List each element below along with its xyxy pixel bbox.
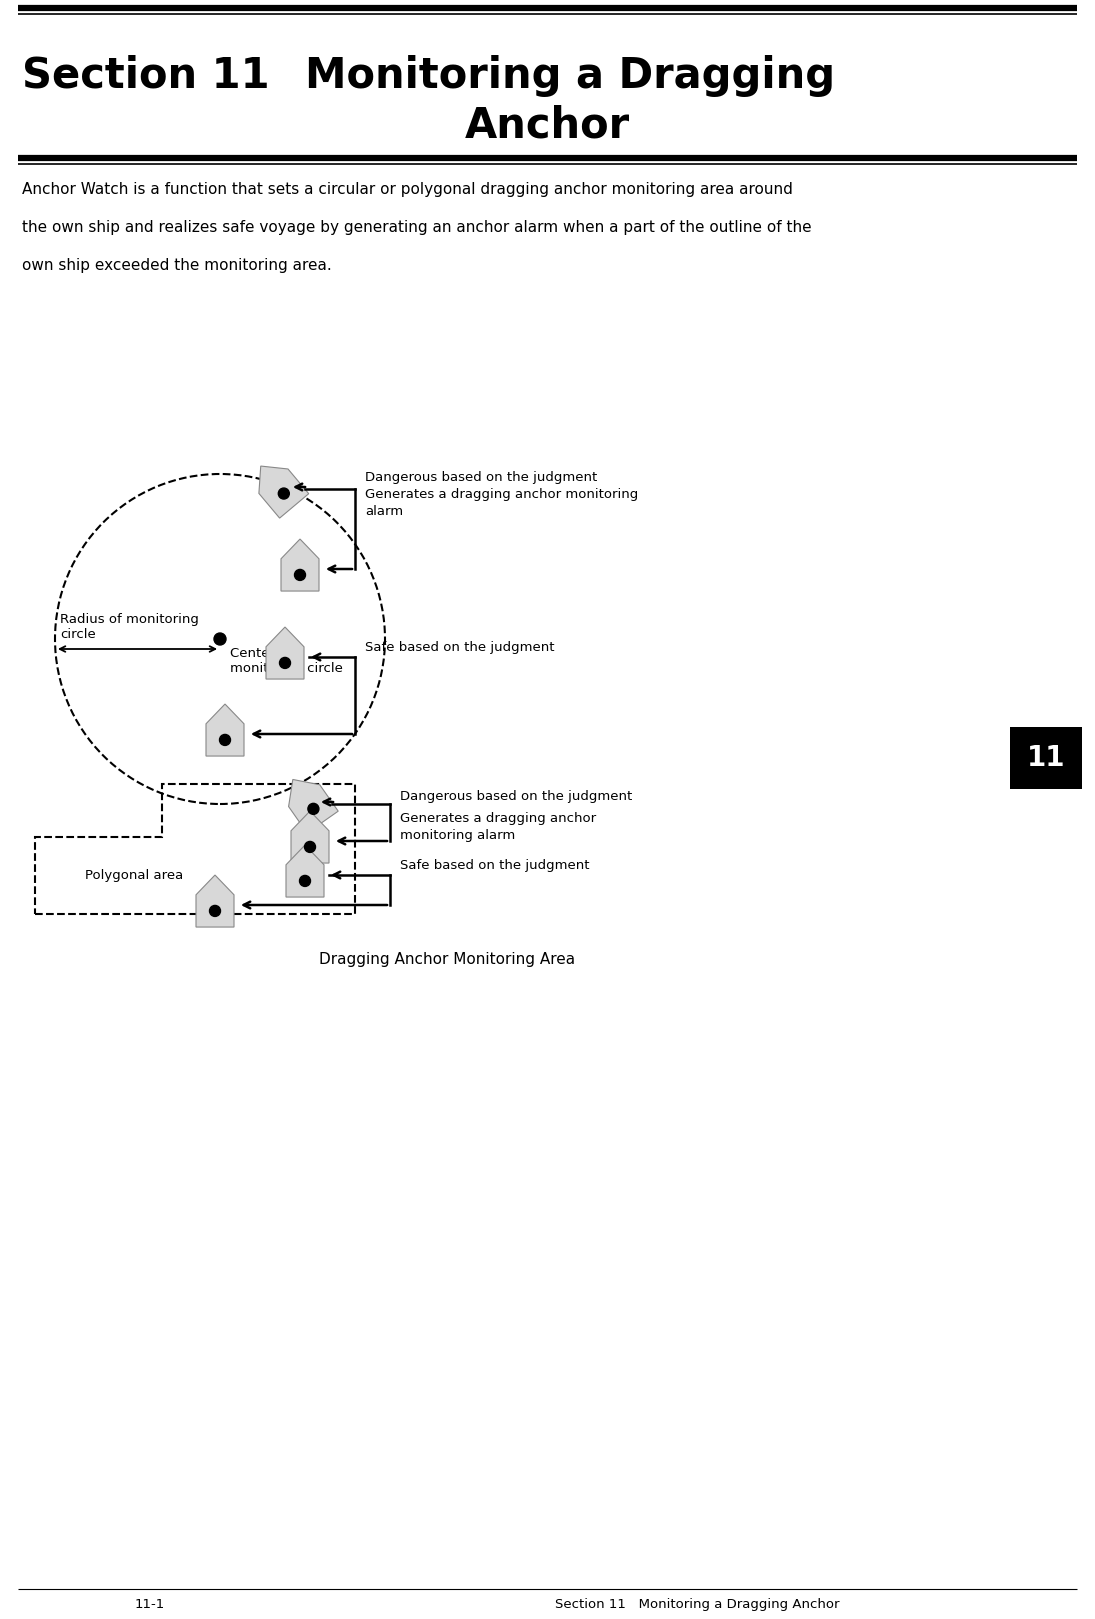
Polygon shape [281,539,319,591]
Polygon shape [286,845,324,897]
Circle shape [308,803,319,814]
Text: Safe based on the judgment: Safe based on the judgment [365,641,554,654]
Text: Radius of monitoring
circle: Radius of monitoring circle [60,614,199,641]
Text: Generates a dragging anchor
monitoring alarm: Generates a dragging anchor monitoring a… [400,813,596,842]
Circle shape [214,633,226,644]
Text: Section 11: Section 11 [22,55,269,97]
Text: the own ship and realizes safe voyage by generating an anchor alarm when a part : the own ship and realizes safe voyage by… [22,220,811,235]
Circle shape [300,876,311,887]
Text: own ship exceeded the monitoring area.: own ship exceeded the monitoring area. [22,257,332,274]
Text: 11: 11 [1027,745,1065,772]
Circle shape [219,735,231,745]
Text: Anchor Watch is a function that sets a circular or polygonal dragging anchor mon: Anchor Watch is a function that sets a c… [22,181,793,198]
Circle shape [304,842,315,853]
Text: Center of
monitoring circle: Center of monitoring circle [230,648,343,675]
Polygon shape [289,779,338,832]
Text: Safe based on the judgment: Safe based on the judgment [400,858,589,871]
Circle shape [278,487,289,499]
Circle shape [279,657,290,669]
Polygon shape [196,874,234,928]
Circle shape [295,570,306,581]
Text: Anchor: Anchor [465,105,630,147]
Text: Dragging Anchor Monitoring Area: Dragging Anchor Monitoring Area [320,952,576,967]
Text: 11-1: 11-1 [135,1598,165,1611]
Text: Dangerous based on the judgment: Dangerous based on the judgment [400,790,632,803]
Circle shape [209,905,220,916]
Polygon shape [206,704,244,756]
Polygon shape [258,466,309,518]
Text: Dangerous based on the judgment
Generates a dragging anchor monitoring
alarm: Dangerous based on the judgment Generate… [365,471,638,518]
Text: Polygonal area: Polygonal area [85,868,183,881]
Text: Section 11   Monitoring a Dragging Anchor: Section 11 Monitoring a Dragging Anchor [555,1598,840,1611]
Polygon shape [291,811,328,863]
FancyBboxPatch shape [1010,727,1082,788]
Polygon shape [266,627,304,678]
Text: Monitoring a Dragging: Monitoring a Dragging [306,55,835,97]
